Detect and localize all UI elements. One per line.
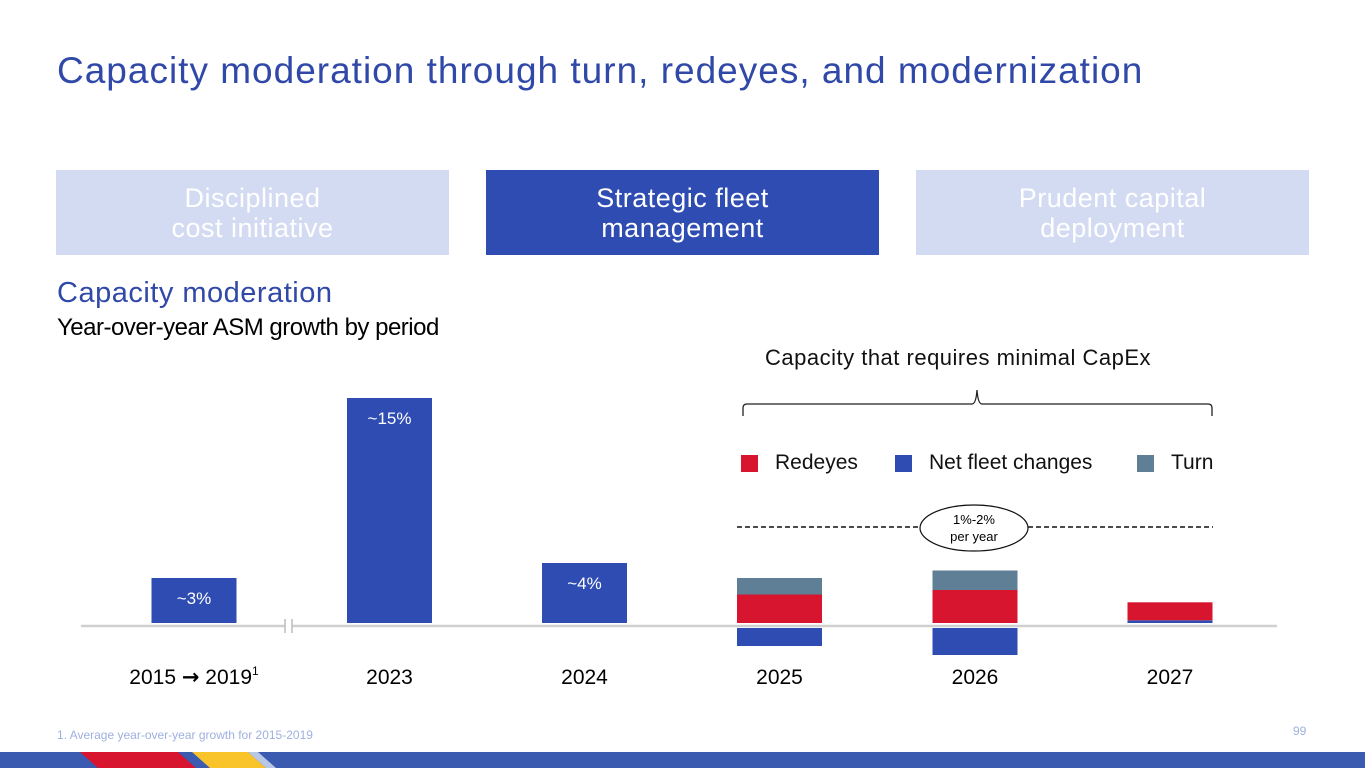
bar-segment-net-fleet-changes <box>932 628 1018 655</box>
legend-swatch-net-fleet <box>895 454 912 472</box>
bar <box>542 563 627 623</box>
page-number: 99 <box>1293 724 1307 738</box>
x-tick-label: 2015 → 20191 <box>129 664 259 689</box>
pillar-strategic-fleet[interactable]: Strategic fleet management <box>486 170 879 255</box>
legend-turn: Turn <box>1137 451 1213 475</box>
legend-label: Turn <box>1171 451 1214 474</box>
brand-stripe-blue <box>0 752 1365 768</box>
bar-segment-turn <box>932 570 1018 590</box>
x-tick-label: 2025 <box>756 666 803 689</box>
brace <box>742 389 1213 416</box>
brand-stripe-red <box>80 752 196 768</box>
axis-break-gap <box>285 617 292 634</box>
brand-stripe <box>0 752 1365 768</box>
legend-swatch-redeyes <box>741 454 758 472</box>
x-tick-label: 2027 <box>1147 666 1194 689</box>
bar-value-label: ~3% <box>177 589 212 608</box>
pillar-prudent-capital[interactable]: Prudent capital deployment <box>916 170 1309 255</box>
pillar-disciplined-cost[interactable]: Disciplined cost initiative <box>56 170 449 255</box>
bar-value-label: ~15% <box>368 409 412 428</box>
target-oval-line1: 1%-2% <box>953 512 995 527</box>
bar-value-label: ~4% <box>567 574 602 593</box>
section-title: Capacity moderation <box>57 277 333 309</box>
bar <box>151 578 237 623</box>
bar-segment-redeyes <box>737 594 822 623</box>
bar-segment-redeyes <box>932 590 1018 623</box>
bar-segment-turn <box>737 578 822 595</box>
x-tick-label: 2024 <box>561 666 608 689</box>
x-tick-label: 2023 <box>366 666 413 689</box>
bar-segment-redeyes <box>1127 602 1213 621</box>
bar-segment-net-fleet-changes <box>1127 620 1213 623</box>
target-oval <box>919 504 1029 552</box>
legend-swatch-turn <box>1137 454 1154 472</box>
brace-label: Capacity that requires minimal CapEx <box>765 345 1152 370</box>
bar-segment-net-fleet-changes <box>737 628 822 646</box>
target-oval-line2: per year <box>950 529 998 544</box>
page-title: Capacity moderation through turn, redeye… <box>57 50 1144 91</box>
brand-stripe-light <box>248 752 276 768</box>
x-tick-label: 2026 <box>952 666 999 689</box>
footnote: 1. Average year-over-year growth for 201… <box>57 728 313 742</box>
section-subtitle: Year-over-year ASM growth by period <box>57 314 439 341</box>
legend-net-fleet-changes: Net fleet changes <box>895 451 1092 475</box>
legend-label: Redeyes <box>775 451 858 474</box>
bar <box>347 398 432 623</box>
legend-redeyes: Redeyes <box>741 451 858 475</box>
brand-stripe-yellow <box>192 752 266 768</box>
legend-label: Net fleet changes <box>929 451 1093 474</box>
